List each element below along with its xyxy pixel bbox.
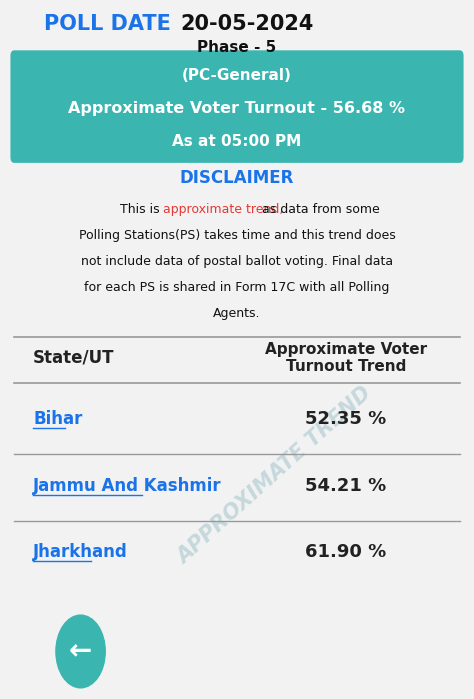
Text: 61.90 %: 61.90 % [305, 543, 387, 561]
Text: 20-05-2024: 20-05-2024 [180, 15, 313, 34]
Text: Jammu And Kashmir: Jammu And Kashmir [33, 477, 222, 495]
Text: 54.21 %: 54.21 % [305, 477, 387, 495]
Text: as data from some: as data from some [258, 203, 380, 216]
Text: Approximate Voter Turnout - 56.68 %: Approximate Voter Turnout - 56.68 % [69, 101, 405, 116]
Text: As at 05:00 PM: As at 05:00 PM [173, 134, 301, 150]
Text: for each PS is shared in Form 17C with all Polling: for each PS is shared in Form 17C with a… [84, 281, 390, 294]
Text: This is: This is [120, 203, 164, 216]
Text: POLL DATE: POLL DATE [44, 15, 171, 34]
FancyBboxPatch shape [10, 50, 464, 163]
Text: approximate trend,: approximate trend, [163, 203, 283, 216]
Text: Agents.: Agents. [213, 307, 261, 319]
Text: Phase - 5: Phase - 5 [197, 40, 277, 55]
Text: 52.35 %: 52.35 % [305, 410, 387, 428]
Text: Approximate Voter
Turnout Trend: Approximate Voter Turnout Trend [265, 342, 427, 374]
Text: APPROXIMATE TREND: APPROXIMATE TREND [174, 383, 376, 568]
Text: not include data of postal ballot voting. Final data: not include data of postal ballot voting… [81, 255, 393, 268]
Text: Polling Stations(PS) takes time and this trend does: Polling Stations(PS) takes time and this… [79, 229, 395, 242]
Text: State/UT: State/UT [33, 349, 115, 367]
Text: Jharkhand: Jharkhand [33, 543, 128, 561]
Circle shape [56, 615, 105, 688]
Text: DISCLAIMER: DISCLAIMER [180, 169, 294, 187]
Text: (PC-General): (PC-General) [182, 68, 292, 83]
Text: ←: ← [69, 637, 92, 665]
Text: Bihar: Bihar [33, 410, 82, 428]
